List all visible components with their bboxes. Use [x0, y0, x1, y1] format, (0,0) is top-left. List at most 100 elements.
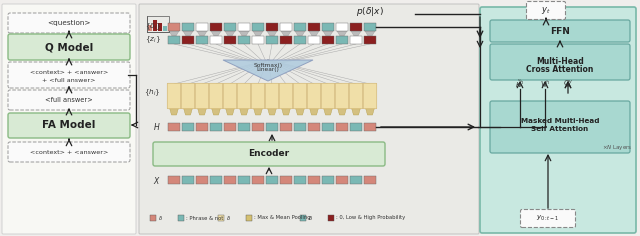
- Bar: [238, 176, 250, 184]
- Text: $\{z_i\}$: $\{z_i\}$: [145, 35, 161, 45]
- Bar: [246, 215, 252, 221]
- Bar: [210, 23, 222, 31]
- Bar: [294, 176, 306, 184]
- FancyBboxPatch shape: [480, 7, 636, 233]
- Text: Masked Multi-Head: Masked Multi-Head: [521, 118, 599, 124]
- Polygon shape: [295, 31, 305, 36]
- FancyBboxPatch shape: [490, 20, 630, 42]
- FancyBboxPatch shape: [307, 83, 321, 109]
- Bar: [336, 23, 348, 31]
- Text: $\tilde{K}^h$: $\tilde{K}^h$: [515, 78, 525, 90]
- Text: $\{h_i\}$: $\{h_i\}$: [145, 88, 161, 98]
- Bar: [280, 36, 292, 44]
- Text: $H$: $H$: [154, 122, 161, 132]
- Text: $Q^y$: $Q^y$: [563, 79, 573, 89]
- Polygon shape: [365, 31, 375, 36]
- Text: FFN: FFN: [550, 26, 570, 35]
- FancyBboxPatch shape: [364, 83, 377, 109]
- Polygon shape: [183, 31, 193, 36]
- Polygon shape: [365, 108, 374, 115]
- Bar: [224, 176, 236, 184]
- Polygon shape: [170, 108, 179, 115]
- Bar: [196, 36, 208, 44]
- Text: + <full answer>: + <full answer>: [42, 77, 96, 83]
- Text: <context> + <answer>: <context> + <answer>: [30, 149, 108, 155]
- Bar: [294, 36, 306, 44]
- Polygon shape: [323, 31, 333, 36]
- Polygon shape: [198, 108, 207, 115]
- Bar: [238, 123, 250, 131]
- Bar: [252, 176, 264, 184]
- FancyBboxPatch shape: [8, 34, 130, 60]
- Bar: [308, 36, 320, 44]
- Text: $X$: $X$: [154, 174, 161, 185]
- FancyBboxPatch shape: [8, 62, 130, 88]
- Text: <context> + <answer>: <context> + <answer>: [30, 71, 108, 76]
- Bar: [308, 23, 320, 31]
- Polygon shape: [309, 31, 319, 36]
- Polygon shape: [351, 31, 361, 36]
- Polygon shape: [281, 31, 291, 36]
- Bar: [238, 36, 250, 44]
- Bar: [147, 16, 169, 32]
- Polygon shape: [268, 108, 276, 115]
- Bar: [308, 176, 320, 184]
- Bar: [252, 23, 264, 31]
- Bar: [350, 123, 362, 131]
- Polygon shape: [253, 108, 262, 115]
- Bar: [196, 176, 208, 184]
- FancyBboxPatch shape: [2, 4, 136, 234]
- FancyBboxPatch shape: [181, 83, 195, 109]
- Polygon shape: [337, 31, 347, 36]
- Bar: [158, 23, 162, 31]
- Bar: [210, 176, 222, 184]
- Polygon shape: [337, 108, 346, 115]
- FancyBboxPatch shape: [293, 83, 307, 109]
- FancyBboxPatch shape: [8, 113, 130, 138]
- Bar: [364, 123, 376, 131]
- Text: Cross Attention: Cross Attention: [526, 66, 594, 75]
- Polygon shape: [296, 108, 305, 115]
- Bar: [196, 23, 208, 31]
- Polygon shape: [267, 31, 277, 36]
- Text: Multi-Head: Multi-Head: [536, 58, 584, 67]
- FancyBboxPatch shape: [527, 1, 566, 20]
- Text: Q Model: Q Model: [45, 42, 93, 52]
- Bar: [336, 123, 348, 131]
- FancyBboxPatch shape: [195, 83, 209, 109]
- Text: FA Model: FA Model: [42, 120, 96, 130]
- Polygon shape: [310, 108, 319, 115]
- Bar: [336, 36, 348, 44]
- Bar: [364, 23, 376, 31]
- FancyBboxPatch shape: [490, 101, 630, 153]
- Bar: [182, 123, 194, 131]
- Bar: [182, 36, 194, 44]
- Text: $\{\delta_i\}$: $\{\delta_i\}$: [145, 22, 161, 32]
- Bar: [322, 23, 334, 31]
- Text: : 0, Low & High Probability: : 0, Low & High Probability: [335, 215, 405, 220]
- Bar: [322, 123, 334, 131]
- Bar: [168, 176, 180, 184]
- Text: $\delta$: $\delta$: [227, 214, 232, 222]
- Bar: [150, 215, 156, 221]
- Text: : Phrase & not: : Phrase & not: [186, 215, 223, 220]
- FancyBboxPatch shape: [490, 44, 630, 80]
- Bar: [196, 123, 208, 131]
- FancyBboxPatch shape: [335, 83, 349, 109]
- Bar: [280, 123, 292, 131]
- Bar: [350, 23, 362, 31]
- Bar: [308, 123, 320, 131]
- FancyBboxPatch shape: [8, 13, 130, 33]
- Text: Encoder: Encoder: [248, 149, 289, 159]
- Bar: [364, 36, 376, 44]
- Text: $y_{0:t-1}$: $y_{0:t-1}$: [536, 213, 560, 223]
- Text: $p(\delta|x)$: $p(\delta|x)$: [356, 4, 384, 17]
- FancyBboxPatch shape: [153, 142, 385, 166]
- Bar: [350, 176, 362, 184]
- Polygon shape: [225, 108, 234, 115]
- Bar: [266, 176, 278, 184]
- Bar: [163, 26, 167, 31]
- Bar: [266, 123, 278, 131]
- Polygon shape: [225, 31, 235, 36]
- Text: $\times N$ Layers: $\times N$ Layers: [602, 143, 632, 152]
